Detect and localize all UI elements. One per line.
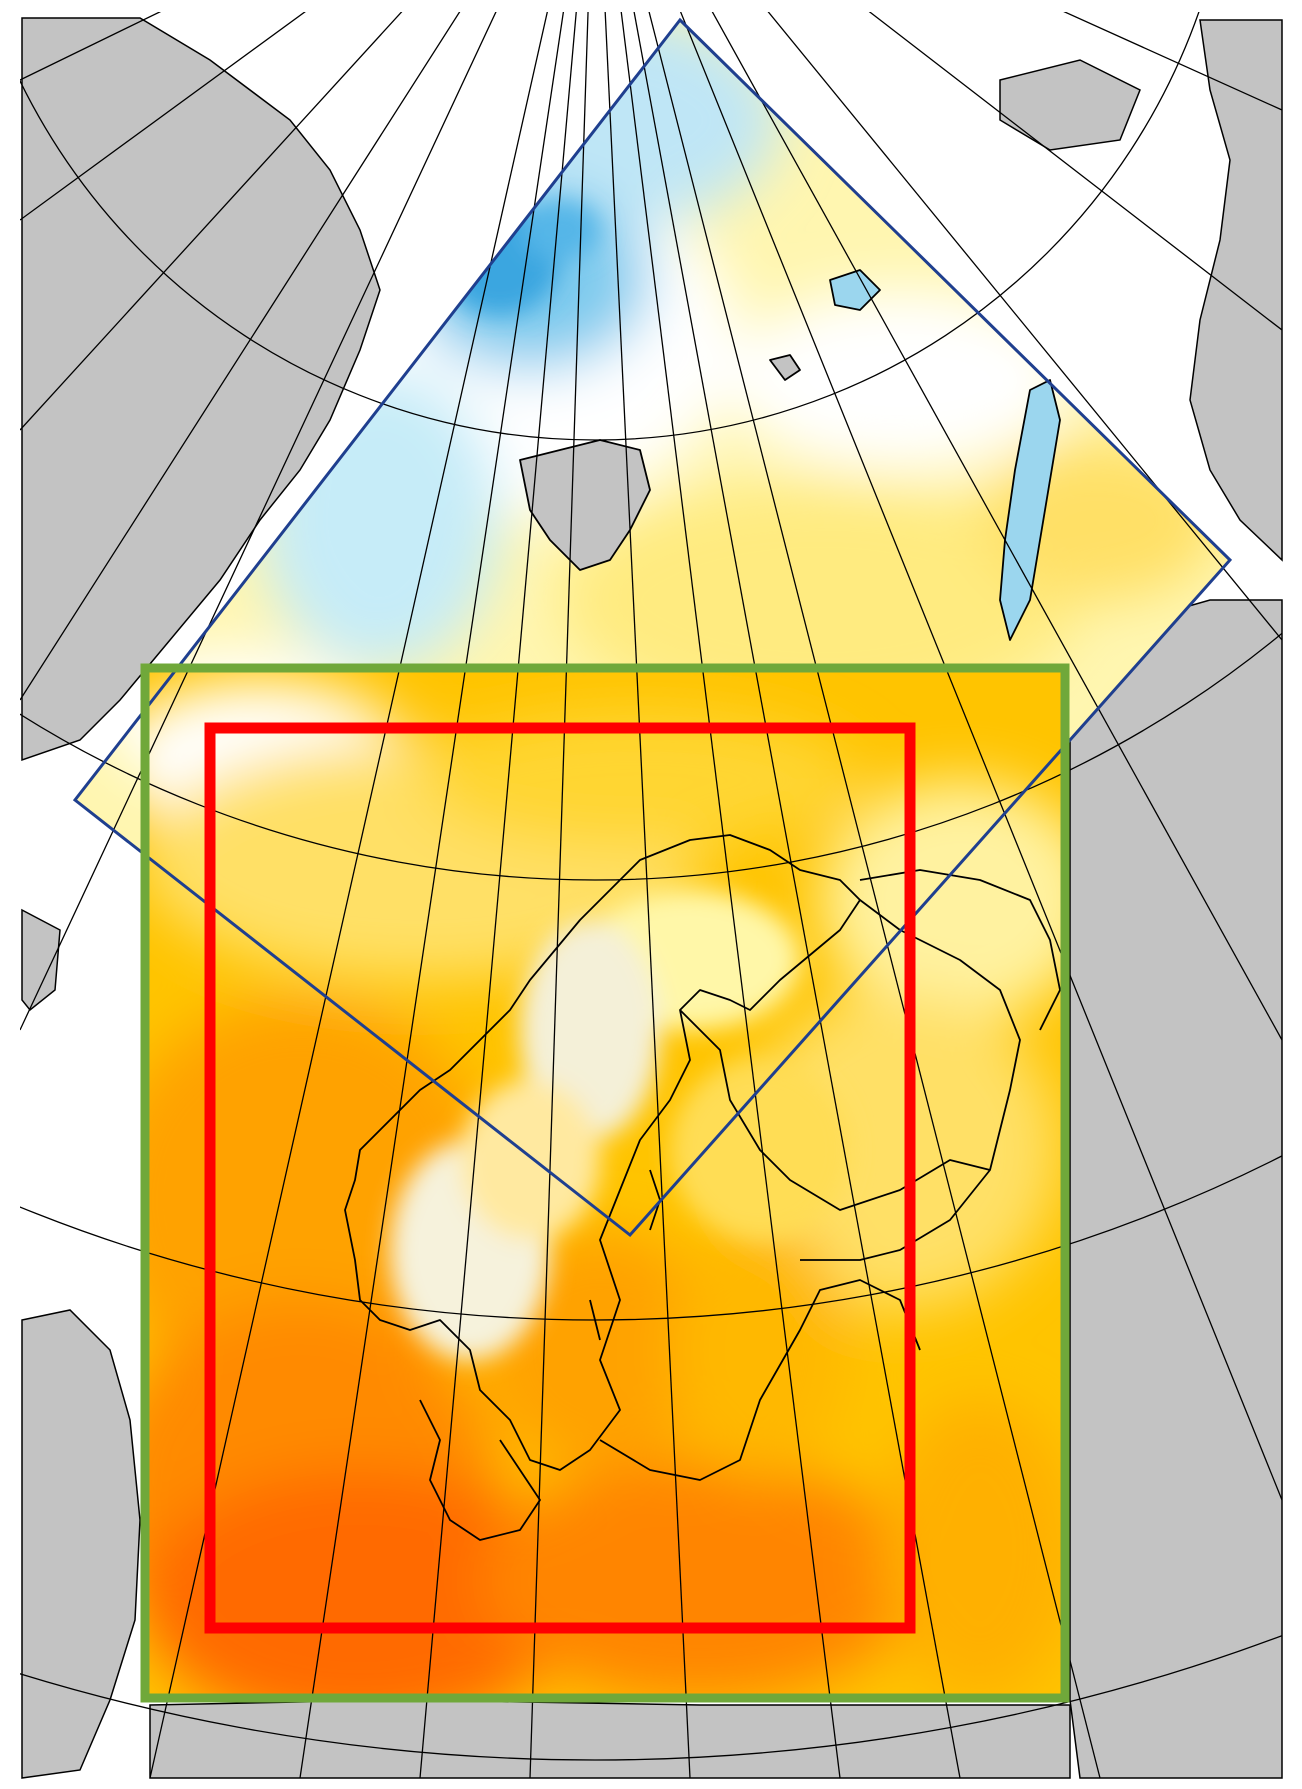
russia-arctic-land <box>1189 19 1283 562</box>
meridian <box>20 12 596 81</box>
franz-josef-coast <box>829 269 881 311</box>
outer-land <box>21 17 1283 1779</box>
russia-mainland-land <box>1069 599 1283 1779</box>
greenland-land <box>21 17 381 762</box>
europe-south-land <box>149 1699 1071 1779</box>
domain-green-outline <box>140 663 1070 1703</box>
novaya-zemlya-coast <box>999 379 1061 641</box>
coastlines <box>344 269 1061 1541</box>
british-isles-land <box>21 1309 141 1779</box>
finland-coast <box>800 899 1021 1261</box>
kola-coast <box>859 869 1061 1031</box>
domain-red-outline <box>204 722 916 1634</box>
parallel <box>20 12 1236 441</box>
scandinavia-coast <box>344 834 861 1471</box>
iceland-land <box>21 908 61 1012</box>
franz-josef-land <box>999 59 1141 151</box>
bothnia-coast <box>679 1009 991 1211</box>
green-domain-field <box>145 668 1065 1698</box>
domain-blue-outline <box>72 17 1233 1238</box>
denmark-coast <box>419 1399 541 1541</box>
